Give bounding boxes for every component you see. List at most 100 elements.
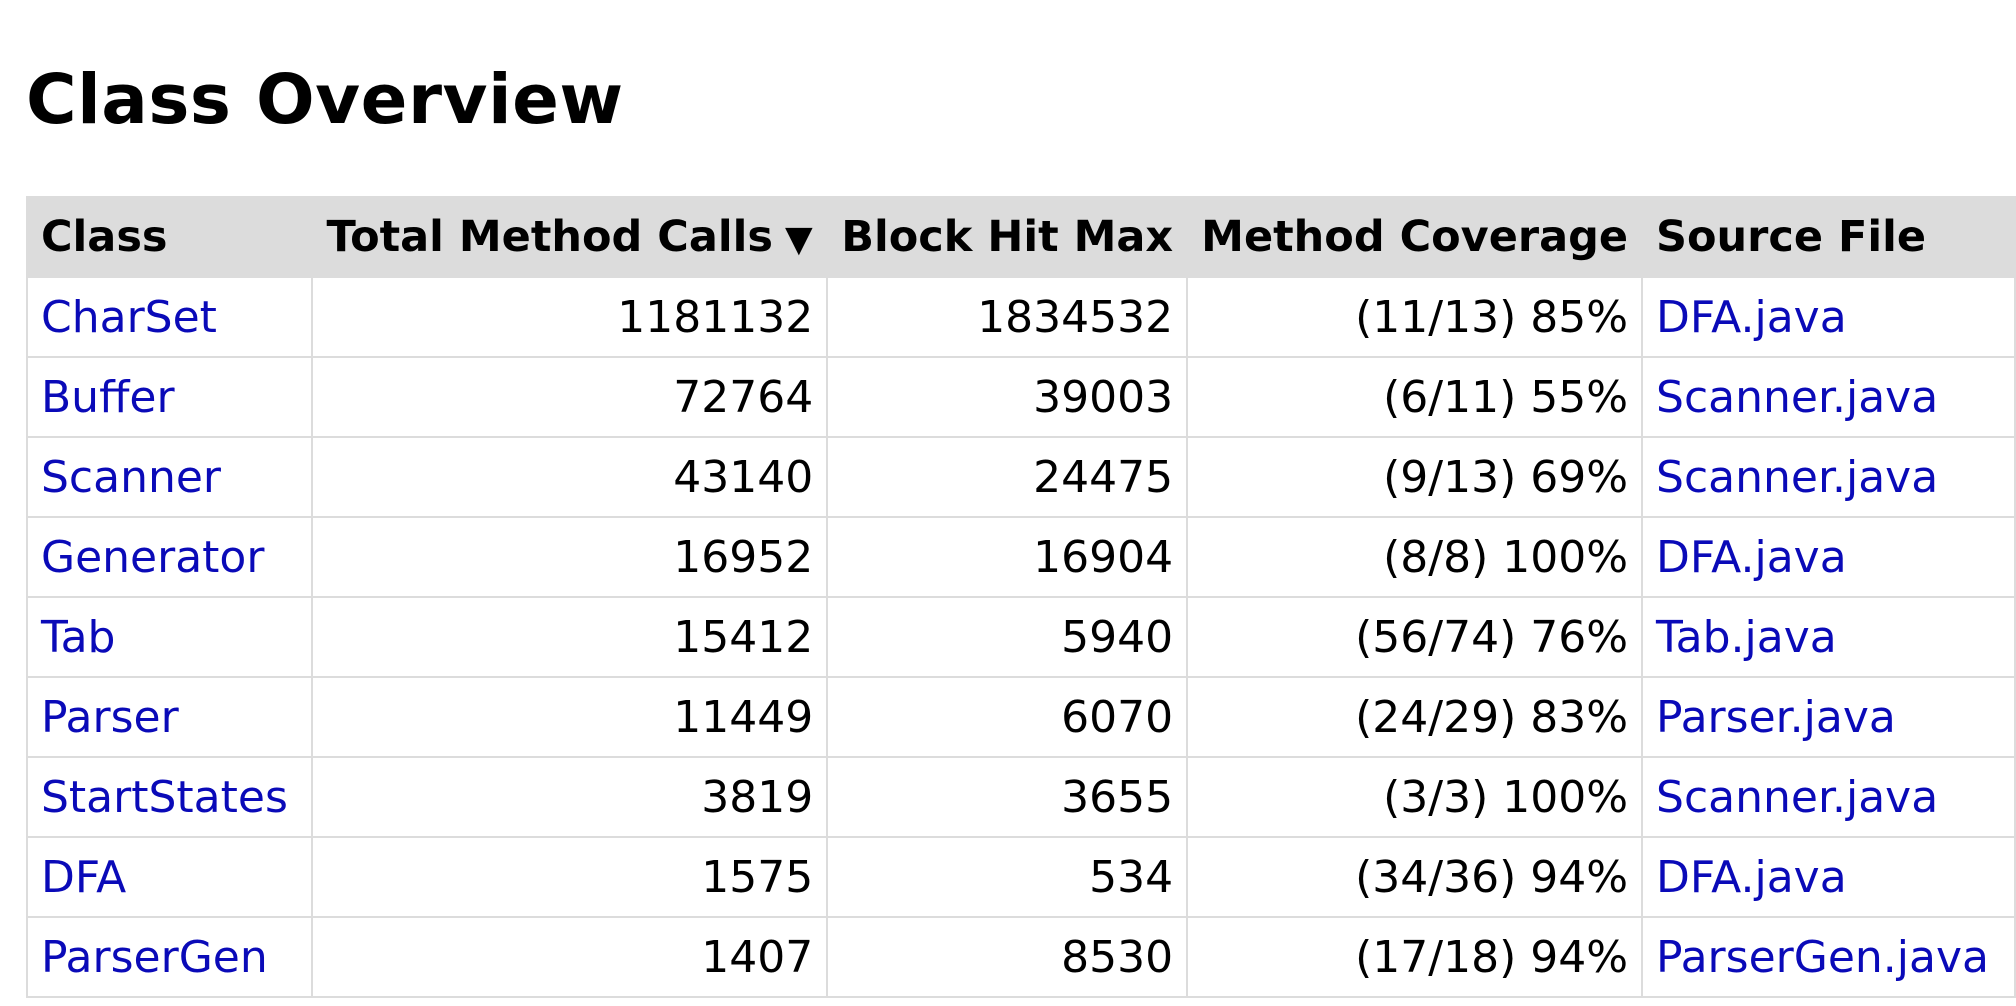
calls-cell: 1575 xyxy=(311,836,829,918)
source-file-link[interactable]: DFA.java xyxy=(1656,291,1847,343)
source-cell: Tab.java xyxy=(1641,596,2016,678)
coverage-cell: (3/3) 100% xyxy=(1186,756,1644,838)
coverage-cell: (24/29) 83% xyxy=(1186,676,1644,758)
method-coverage-cell: (8/8) 100% xyxy=(1383,531,1629,583)
coverage-cell: (34/36) 94% xyxy=(1186,836,1644,918)
page-title: Class Overview xyxy=(26,60,624,140)
class-link[interactable]: ParserGen xyxy=(41,931,268,983)
total-method-calls-cell: 16952 xyxy=(673,531,814,583)
column-header-coverage-label: Method Coverage xyxy=(1201,212,1629,262)
column-header-hits-label: Block Hit Max xyxy=(841,212,1174,262)
class-cell: Buffer xyxy=(25,356,314,438)
calls-cell: 43140 xyxy=(311,436,829,518)
block-hit-max-cell: 5940 xyxy=(1061,611,1174,663)
method-coverage-cell: (34/36) 94% xyxy=(1355,851,1629,903)
coverage-cell: (11/13) 85% xyxy=(1186,276,1644,358)
block-hit-max-cell: 534 xyxy=(1089,851,1174,903)
calls-cell: 1181132 xyxy=(311,276,829,358)
class-link[interactable]: Scanner xyxy=(41,451,222,503)
coverage-cell: (8/8) 100% xyxy=(1186,516,1644,598)
column-header-class-label: Class xyxy=(41,212,168,262)
source-file-link[interactable]: Parser.java xyxy=(1656,691,1896,743)
sort-descending-icon: ▼ xyxy=(784,219,813,260)
class-cell: Scanner xyxy=(25,436,314,518)
class-cell: Tab xyxy=(25,596,314,678)
class-link[interactable]: Generator xyxy=(41,531,265,583)
table-row: StartStates 3819 3655 (3/3) 100% Scanner.jav… xyxy=(25,756,2016,838)
table-header-row: Class Total Method Calls ▼ Block Hit Max … xyxy=(25,196,2016,278)
source-cell: Scanner.java xyxy=(1641,356,2016,438)
class-link[interactable]: StartStates xyxy=(41,771,288,823)
hits-cell: 39003 xyxy=(826,356,1189,438)
total-method-calls-cell: 1407 xyxy=(701,931,814,983)
hits-cell: 16904 xyxy=(826,516,1189,598)
table-row: Scanner 43140 24475 (9/13) 69% Scanner.java xyxy=(25,436,2016,518)
source-file-link[interactable]: Scanner.java xyxy=(1656,451,1939,503)
table-row: ParserGen 1407 8530 (17/18) 94% ParserGen.ja… xyxy=(25,916,2016,998)
method-coverage-cell: (56/74) 76% xyxy=(1355,611,1629,663)
column-header-method-coverage[interactable]: Method Coverage xyxy=(1186,196,1644,278)
table-row: Generator 16952 16904 (8/8) 100% DFA.java xyxy=(25,516,2016,598)
column-header-source-label: Source File xyxy=(1656,212,1926,262)
calls-cell: 3819 xyxy=(311,756,829,838)
source-file-link[interactable]: DFA.java xyxy=(1656,531,1847,583)
table-row: Tab 15412 5940 (56/74) 76% Tab.java xyxy=(25,596,2016,678)
class-cell: Generator xyxy=(25,516,314,598)
coverage-cell: (9/13) 69% xyxy=(1186,436,1644,518)
class-link[interactable]: Tab xyxy=(41,611,116,663)
hits-cell: 24475 xyxy=(826,436,1189,518)
method-coverage-cell: (6/11) 55% xyxy=(1383,371,1629,423)
source-file-link[interactable]: DFA.java xyxy=(1656,851,1847,903)
class-cell: StartStates xyxy=(25,756,314,838)
column-header-block-hit-max[interactable]: Block Hit Max xyxy=(826,196,1189,278)
calls-cell: 15412 xyxy=(311,596,829,678)
source-cell: DFA.java xyxy=(1641,516,2016,598)
table-row: Buffer 72764 39003 (6/11) 55% Scanner.java xyxy=(25,356,2016,438)
method-coverage-cell: (3/3) 100% xyxy=(1383,771,1629,823)
column-header-calls-label: Total Method Calls xyxy=(326,212,773,262)
block-hit-max-cell: 6070 xyxy=(1061,691,1174,743)
class-cell: Parser xyxy=(25,676,314,758)
coverage-cell: (6/11) 55% xyxy=(1186,356,1644,438)
method-coverage-cell: (9/13) 69% xyxy=(1383,451,1629,503)
hits-cell: 1834532 xyxy=(826,276,1189,358)
block-hit-max-cell: 8530 xyxy=(1061,931,1174,983)
class-cell: CharSet xyxy=(25,276,314,358)
block-hit-max-cell: 16904 xyxy=(1033,531,1174,583)
source-file-link[interactable]: Tab.java xyxy=(1656,611,1837,663)
class-link[interactable]: CharSet xyxy=(41,291,217,343)
total-method-calls-cell: 15412 xyxy=(673,611,814,663)
column-header-source-file[interactable]: Source File xyxy=(1641,196,2016,278)
block-hit-max-cell: 1834532 xyxy=(977,291,1174,343)
source-cell: DFA.java xyxy=(1641,836,2016,918)
source-cell: Parser.java xyxy=(1641,676,2016,758)
calls-cell: 16952 xyxy=(311,516,829,598)
total-method-calls-cell: 43140 xyxy=(673,451,814,503)
column-header-total-method-calls[interactable]: Total Method Calls ▼ xyxy=(311,196,829,278)
source-cell: Scanner.java xyxy=(1641,436,2016,518)
class-link[interactable]: Buffer xyxy=(41,371,175,423)
calls-cell: 11449 xyxy=(311,676,829,758)
coverage-cell: (56/74) 76% xyxy=(1186,596,1644,678)
calls-cell: 1407 xyxy=(311,916,829,998)
hits-cell: 8530 xyxy=(826,916,1189,998)
class-link[interactable]: Parser xyxy=(41,691,179,743)
table-row: DFA 1575 534 (34/36) 94% DFA.java xyxy=(25,836,2016,918)
source-file-link[interactable]: Scanner.java xyxy=(1656,771,1939,823)
total-method-calls-cell: 1181132 xyxy=(617,291,814,343)
source-file-link[interactable]: ParserGen.java xyxy=(1656,931,1989,983)
hits-cell: 6070 xyxy=(826,676,1189,758)
source-file-link[interactable]: Scanner.java xyxy=(1656,371,1939,423)
table-row: Parser 11449 6070 (24/29) 83% Parser.java xyxy=(25,676,2016,758)
source-cell: ParserGen.java xyxy=(1641,916,2016,998)
hits-cell: 3655 xyxy=(826,756,1189,838)
total-method-calls-cell: 3819 xyxy=(701,771,814,823)
source-cell: DFA.java xyxy=(1641,276,2016,358)
total-method-calls-cell: 72764 xyxy=(673,371,814,423)
column-header-class[interactable]: Class xyxy=(25,196,314,278)
coverage-cell: (17/18) 94% xyxy=(1186,916,1644,998)
block-hit-max-cell: 24475 xyxy=(1033,451,1174,503)
hits-cell: 534 xyxy=(826,836,1189,918)
class-link[interactable]: DFA xyxy=(41,851,127,903)
block-hit-max-cell: 39003 xyxy=(1033,371,1174,423)
